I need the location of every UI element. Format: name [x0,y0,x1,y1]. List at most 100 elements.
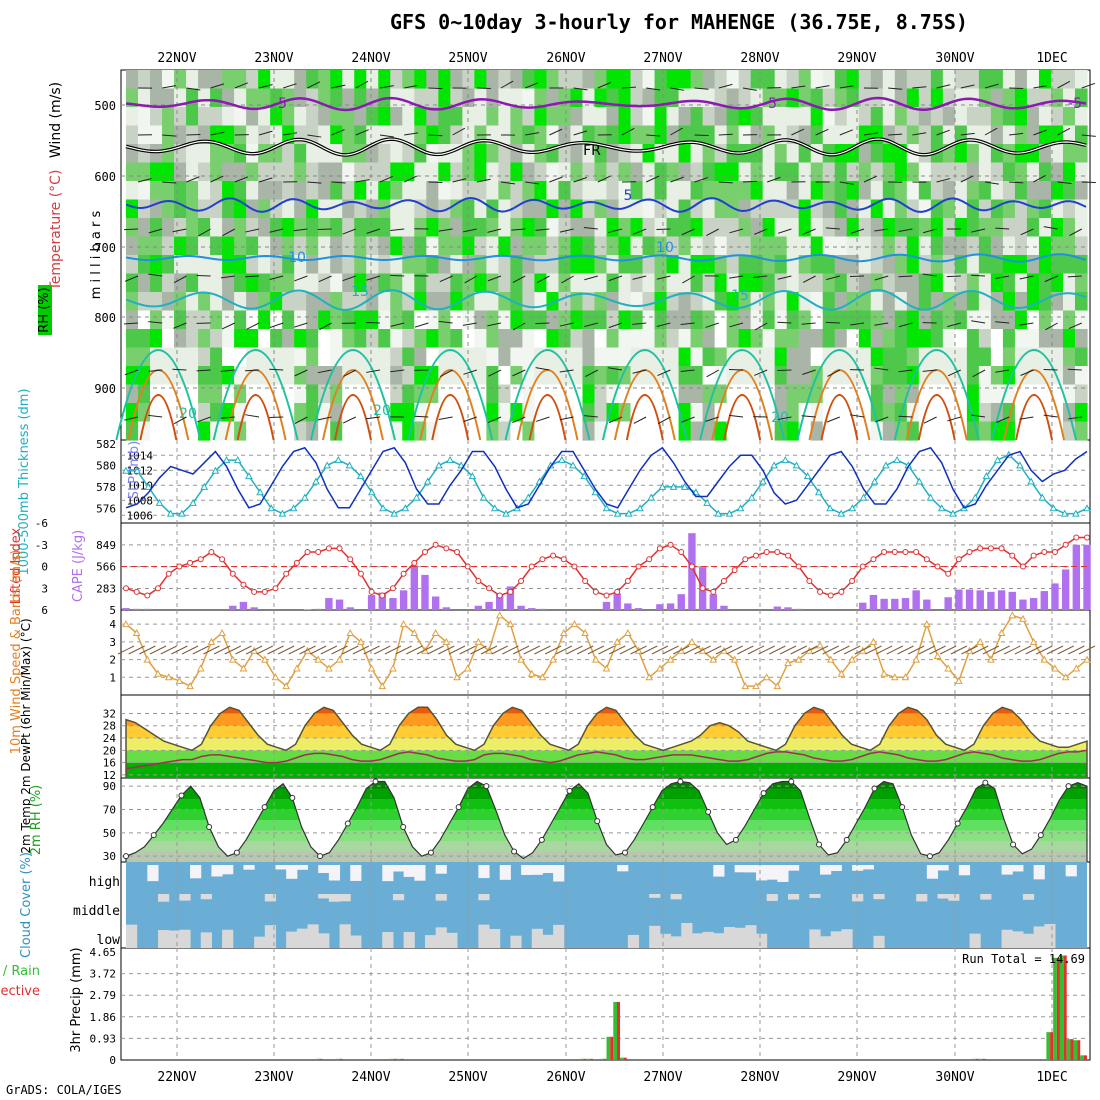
rh-cell [546,273,560,293]
rh-cell [678,70,692,90]
thickness-line-point [658,482,667,490]
rh-cell [258,384,271,404]
rh-cell [966,218,980,238]
rh-cell [690,144,704,164]
rh-cell [198,88,211,108]
isotherm-line [125,253,1087,263]
rh-cell [462,236,475,256]
cloud-high [926,865,939,879]
thickness-line-point [814,488,823,496]
precip-rain-bar [1070,1039,1074,1060]
cloud-high [937,865,949,871]
rh-cell [702,347,716,367]
rh-cell [246,125,259,145]
rh-cell [642,181,656,201]
rh-cell [258,181,271,201]
lifted-index-line-point [977,545,984,552]
rh-cell [210,218,223,238]
thickness-line-point [155,498,164,506]
rh-cell [978,181,992,201]
rh-cell [318,329,331,349]
rh-cell [798,236,812,256]
wind-barb [462,228,477,233]
rh-cell [870,107,884,127]
rh-cell [786,218,800,238]
isotherm-dome [601,349,688,441]
rh-cell [294,292,307,312]
wind-barb [706,369,720,378]
rh-cell [690,70,704,90]
rh-cell [126,162,139,182]
rh-cell [438,162,451,182]
cloud-low [403,932,415,948]
wind-barb [319,322,332,331]
wind-barb [487,322,502,327]
cape-bar [965,589,974,610]
rh-cell [318,347,331,367]
rh-cell [738,236,752,256]
rh-cell [822,236,836,256]
rh-cell [858,384,872,404]
wind-barb [971,645,989,655]
rh-cell [678,125,692,145]
rh-cell [138,310,151,330]
wind-barb [1033,129,1047,136]
rh-point [289,794,296,801]
wind-barb [1057,80,1071,89]
wind-barb [898,369,913,373]
thickness-line-point [144,482,153,490]
wind-barb [673,645,690,655]
rh-cell [750,236,764,256]
rh-cell [834,218,848,238]
rh-cell [870,218,884,238]
cloud-mid [339,894,351,902]
wind-barb [384,645,402,655]
rh-legend-swatch [38,285,52,335]
rh-cell [342,162,355,182]
wind-barb [777,275,792,280]
date-label-top: 30NOV [935,51,974,66]
rh-cell [834,273,848,293]
rh-cell [594,255,608,275]
rh-cell [450,162,463,182]
isotherm-dome [115,349,202,441]
cape-bar [1061,569,1070,610]
rh-cell [606,181,620,201]
wind-barb [1067,368,1082,371]
rh-cell [138,162,151,182]
cape-bar [506,586,515,610]
rh-cell [330,255,343,275]
precip-total-bar [620,1057,624,1060]
lifted-index-line-point [571,563,578,570]
wind-barb [984,181,999,185]
rh-cell [162,181,175,201]
rh-cell [942,329,956,349]
cape-bar [485,601,493,610]
rh-cell [1014,292,1028,312]
wind-barb [1036,645,1053,655]
wind-barb [342,228,356,235]
wind-barb [258,84,273,89]
rh-cell [486,329,499,349]
rh-cell [426,329,439,349]
rh-cell [486,384,499,404]
rh-cell [1062,255,1076,275]
wind-barb [1033,174,1046,183]
thickness-line-point [882,461,890,469]
rh-cell [630,144,644,164]
rh-cell [222,199,235,219]
rh-cell [774,218,788,238]
wind-barb [777,321,792,324]
wind-barb [947,416,961,422]
rh-cell [774,70,788,90]
lifted-index-line-point [283,570,290,577]
cloud-high [222,865,234,875]
cape-bar [399,590,408,610]
wind-barb [487,416,502,424]
isotherm-dome [333,394,372,441]
wind-barb [936,178,951,183]
rh-cell [618,310,632,330]
rh-cell [630,403,644,423]
wind-barb [172,368,187,371]
wind-barb [549,176,563,183]
